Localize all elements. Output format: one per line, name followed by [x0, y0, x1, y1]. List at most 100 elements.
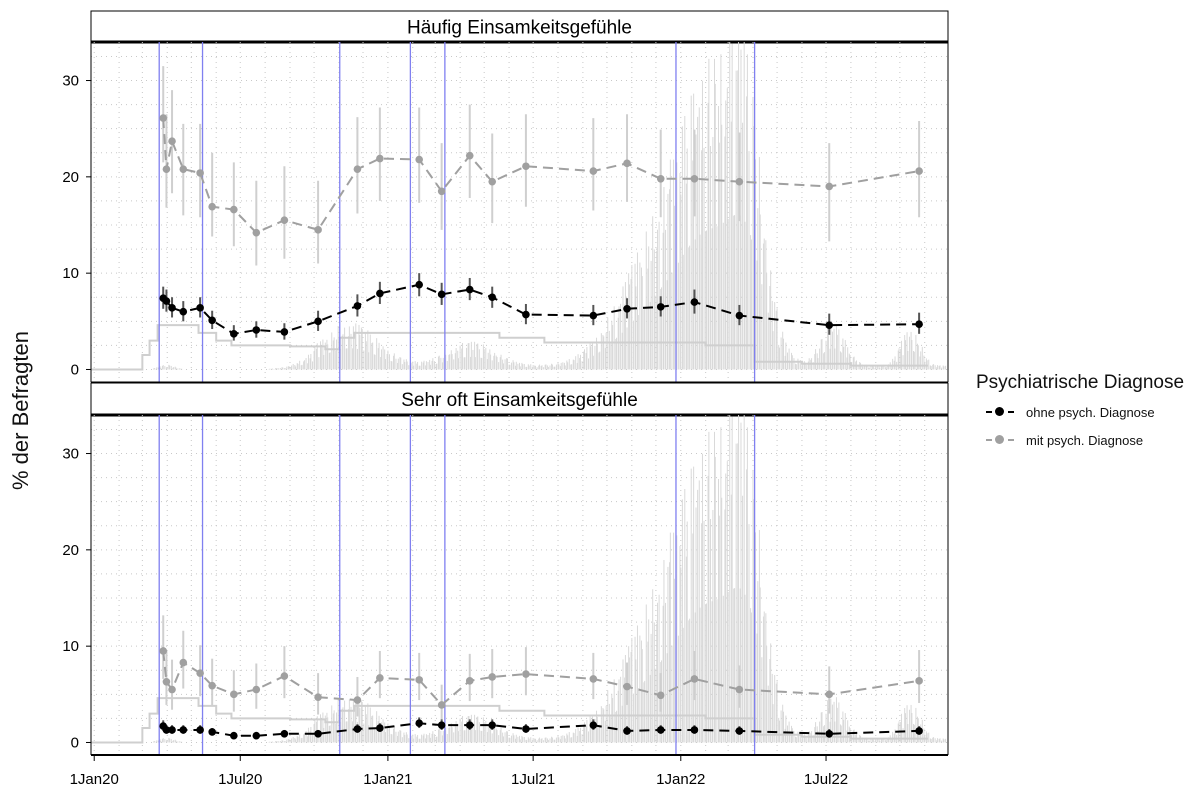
data-point [589, 721, 598, 729]
data-point [522, 310, 530, 319]
legend-key-ohne [986, 405, 1014, 419]
data-point [623, 304, 631, 313]
data-point [488, 177, 497, 186]
data-point [168, 685, 176, 694]
data-point [376, 154, 384, 163]
incidence-background [153, 415, 947, 743]
grid-horizontal [91, 428, 948, 743]
data-point [179, 726, 188, 734]
data-point [353, 165, 362, 173]
x-tick-label: 1Jan20 [70, 771, 119, 788]
series-mit [159, 66, 923, 266]
data-point [415, 719, 423, 728]
y-tick-label: 0 [71, 734, 79, 751]
series-line [162, 118, 920, 234]
data-point [252, 228, 261, 237]
plot-body [91, 415, 948, 755]
data-point [280, 672, 289, 680]
legend-label-ohne: ohne psych. Diagnose [1026, 404, 1155, 420]
x-tick-label: 1Jan22 [656, 771, 705, 788]
incidence-background [153, 42, 947, 370]
data-point [656, 174, 665, 183]
data-point [437, 290, 446, 299]
data-point [825, 690, 834, 699]
data-point [656, 726, 665, 734]
facet-title: Häufig Einsamkeitsgefühle [407, 18, 632, 39]
data-point [159, 647, 168, 655]
data-point [735, 177, 744, 186]
data-point [735, 685, 744, 694]
legend-title: Psychiatrische Diagnose [976, 372, 1185, 393]
data-point [825, 321, 834, 329]
legend-item-ohne: ohne psych. Diagnose [986, 402, 1155, 422]
data-point [314, 226, 322, 234]
y-axis-ticks: 0 10 20 30 [62, 446, 91, 751]
data-point [196, 669, 204, 677]
y-tick-label: 0 [71, 361, 79, 378]
data-point [252, 685, 261, 694]
data-point [415, 155, 423, 164]
data-point [465, 721, 474, 729]
legend-item-mit: mit psych. Diagnose [986, 430, 1143, 450]
data-point [280, 328, 289, 336]
data-point [488, 673, 497, 681]
data-point [915, 167, 923, 175]
data-point [437, 701, 446, 709]
phase-lines [158, 42, 756, 382]
data-point [208, 681, 216, 690]
data-point [825, 182, 834, 191]
data-point [690, 675, 699, 683]
y-tick-label: 10 [62, 265, 79, 282]
data-point [465, 285, 474, 294]
legend-label-mit: mit psych. Diagnose [1026, 432, 1144, 448]
data-point [690, 174, 699, 183]
grid-vertical [93, 42, 926, 382]
data-point [230, 205, 238, 214]
data-point [196, 304, 204, 312]
data-point [623, 159, 631, 168]
data-point [280, 730, 289, 738]
grid-horizontal [91, 55, 948, 370]
grid-vertical [93, 415, 926, 755]
data-point [230, 731, 238, 740]
data-point [376, 674, 384, 682]
data-point [437, 721, 446, 729]
series-ohne [159, 717, 923, 740]
data-point [735, 727, 744, 735]
data-point [623, 682, 631, 691]
facet-strip [90, 382, 949, 416]
data-point [690, 298, 699, 306]
x-tick-label: 1Jul20 [218, 771, 262, 788]
data-point [179, 165, 188, 173]
plot-body [91, 42, 948, 382]
data-point [168, 137, 176, 146]
panel-haeufig: Häufig Einsamkeitsgefühle 0 10 20 30 [62, 10, 949, 383]
data-point [353, 302, 362, 310]
series-line [162, 650, 920, 707]
data-point [656, 303, 665, 311]
facet-strip [90, 10, 949, 43]
data-point [168, 726, 176, 734]
data-point [735, 311, 744, 320]
data-point [376, 289, 384, 298]
data-point [589, 675, 598, 683]
x-tick-label: 1Jan21 [363, 771, 412, 788]
data-point [314, 693, 322, 702]
y-tick-label: 30 [62, 73, 79, 90]
data-point [314, 730, 322, 738]
data-point [162, 165, 171, 173]
data-point [230, 690, 238, 699]
data-point [162, 726, 171, 734]
facet-title: Sehr oft Einsamkeitsgefühle [401, 390, 638, 411]
y-axis-label: % der Befragten [8, 331, 33, 490]
data-point [465, 151, 474, 160]
data-point [690, 726, 699, 734]
data-point [465, 677, 474, 685]
data-point [825, 730, 834, 738]
data-point [656, 691, 665, 700]
data-point [376, 724, 384, 732]
data-point [252, 326, 261, 334]
data-point [915, 677, 923, 685]
data-point [488, 721, 497, 729]
